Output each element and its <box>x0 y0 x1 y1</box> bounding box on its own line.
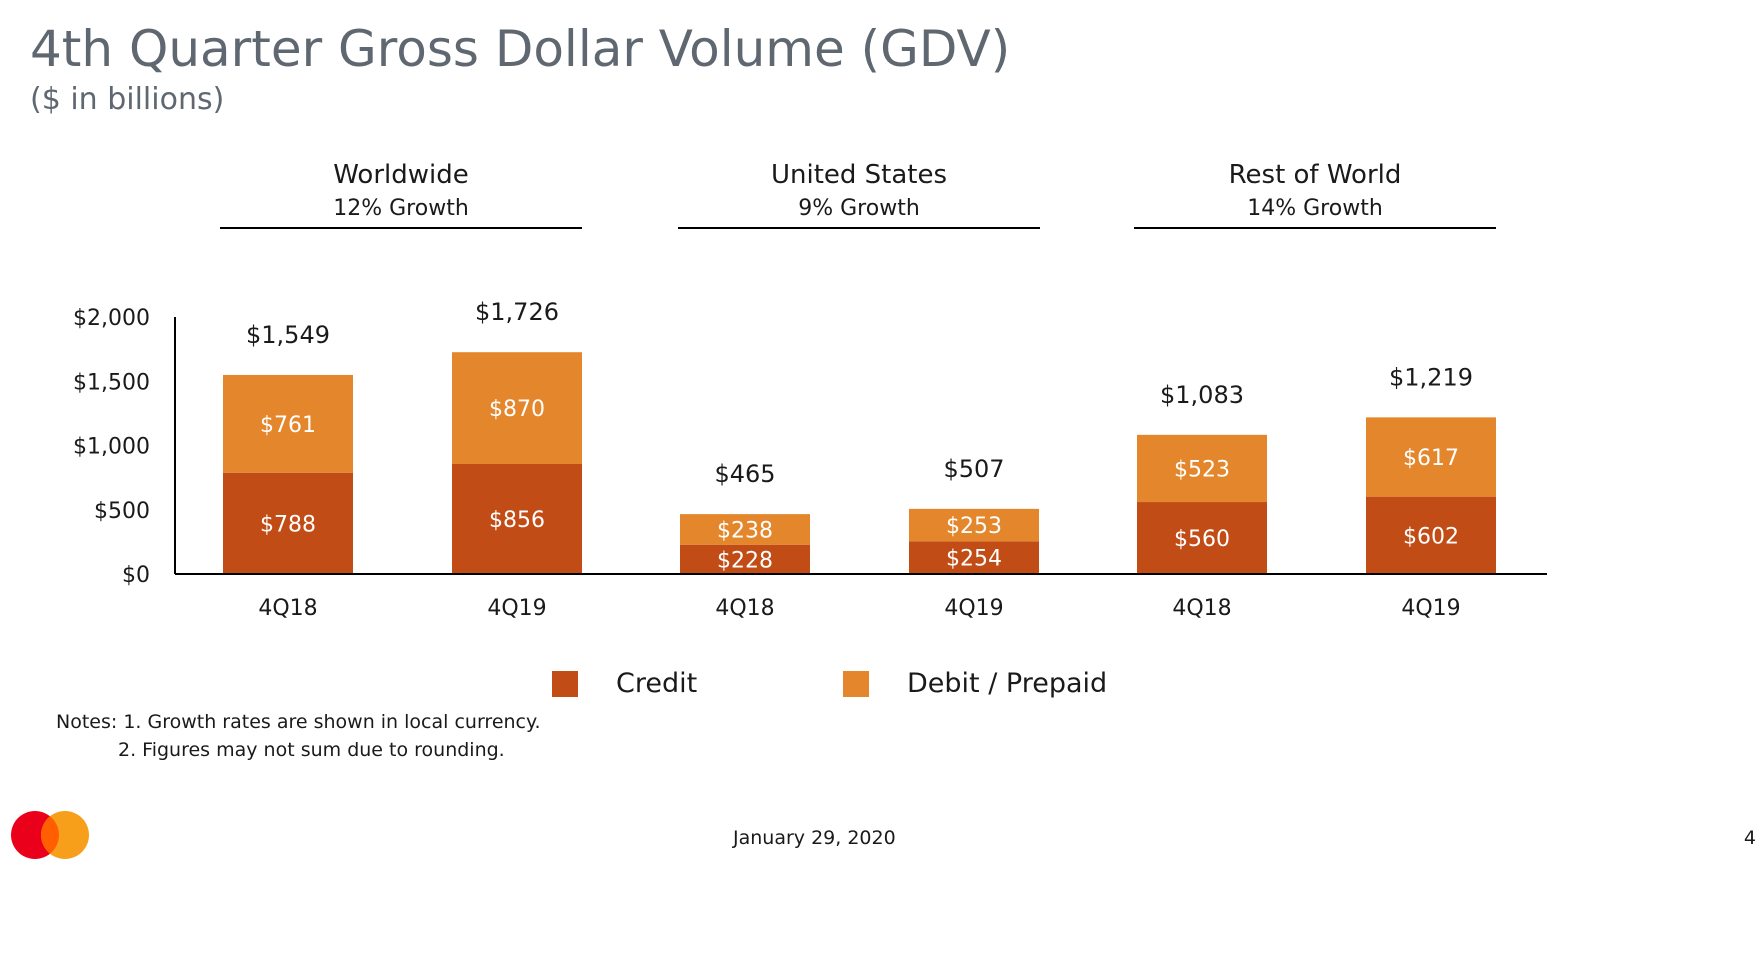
bar-credit <box>1366 496 1496 574</box>
y-tick-label: $500 <box>94 499 150 524</box>
x-tick-label: 4Q19 <box>487 596 546 621</box>
page-number: 4 <box>1743 827 1756 849</box>
data-label-debit: $617 <box>1403 446 1459 471</box>
bar-debit <box>452 352 582 465</box>
group-divider <box>678 227 1040 229</box>
data-label-credit: $228 <box>717 548 773 573</box>
group-name: United States <box>770 160 948 190</box>
group-growth: 12% Growth <box>333 196 469 221</box>
bar-credit <box>909 541 1039 574</box>
bar-debit <box>909 508 1039 542</box>
group-header-rest-of-world: Rest of World 14% Growth <box>1134 160 1496 221</box>
group-growth: 9% Growth <box>798 196 920 221</box>
data-label-credit: $856 <box>489 508 545 533</box>
y-tick-label: $1,500 <box>73 370 150 395</box>
total-label: $1,219 <box>1389 363 1473 391</box>
total-label: $465 <box>714 460 775 488</box>
group-divider <box>220 227 582 229</box>
data-label-debit: $238 <box>717 518 773 543</box>
x-tick-label: 4Q19 <box>1401 596 1460 621</box>
bar-credit <box>223 472 353 574</box>
total-label: $1,726 <box>475 298 559 326</box>
bar-credit <box>1137 502 1267 574</box>
bar-credit <box>680 544 810 574</box>
legend-debit: Debit / Prepaid <box>843 668 1107 699</box>
x-tick-label: 4Q18 <box>258 596 317 621</box>
data-label-credit: $602 <box>1403 524 1459 549</box>
data-label-debit: $761 <box>260 413 316 438</box>
bar-debit <box>1137 434 1267 503</box>
footer-date: January 29, 2020 <box>733 827 896 849</box>
legend-credit: Credit <box>552 668 697 699</box>
legend-swatch-credit <box>552 670 578 697</box>
data-label-debit: $870 <box>489 397 545 422</box>
footnote-1: Notes: 1. Growth rates are shown in loca… <box>56 711 541 733</box>
bar-debit <box>223 374 353 473</box>
data-label-credit: $788 <box>260 512 316 537</box>
x-tick-label: 4Q19 <box>944 596 1003 621</box>
gdv-stacked-bar-chart: $0 $500 $1,000 $1,500 $2,000 $788 $761 $1,549 4Q… <box>73 298 1547 621</box>
footnotes: Notes: 1. Growth rates are shown in loca… <box>56 708 541 764</box>
total-label: $1,549 <box>246 321 330 349</box>
mastercard-logo <box>11 811 89 859</box>
total-label: $507 <box>943 455 1004 483</box>
legend-label-debit: Debit / Prepaid <box>907 668 1108 699</box>
group-growth: 14% Growth <box>1247 196 1383 221</box>
y-tick-label: $0 <box>122 563 150 588</box>
data-label-debit: $253 <box>946 514 1002 539</box>
data-label-debit: $523 <box>1174 457 1230 482</box>
group-name: Rest of World <box>1228 160 1402 190</box>
bar-credit <box>452 464 582 574</box>
group-header-worldwide: Worldwide 12% Growth <box>220 160 582 221</box>
data-label-credit: $560 <box>1174 527 1230 552</box>
data-label-credit: $254 <box>946 547 1002 572</box>
page-title: 4th Quarter Gross Dollar Volume (GDV) <box>30 20 1011 78</box>
x-tick-label: 4Q18 <box>1172 596 1231 621</box>
group-name: Worldwide <box>333 160 469 190</box>
total-label: $1,083 <box>1160 381 1244 409</box>
x-tick-label: 4Q18 <box>715 596 774 621</box>
bar-debit <box>1366 417 1496 497</box>
y-tick-label: $2,000 <box>73 306 150 331</box>
footnote-2: 2. Figures may not sum due to rounding. <box>118 739 505 761</box>
y-tick-label: $1,000 <box>73 435 150 460</box>
legend-label-credit: Credit <box>616 668 698 699</box>
legend-swatch-debit <box>843 670 869 697</box>
bar-debit <box>680 514 810 545</box>
group-divider <box>1134 227 1496 229</box>
page-subtitle: ($ in billions) <box>30 82 225 117</box>
group-header-united-states: United States 9% Growth <box>678 160 1040 221</box>
